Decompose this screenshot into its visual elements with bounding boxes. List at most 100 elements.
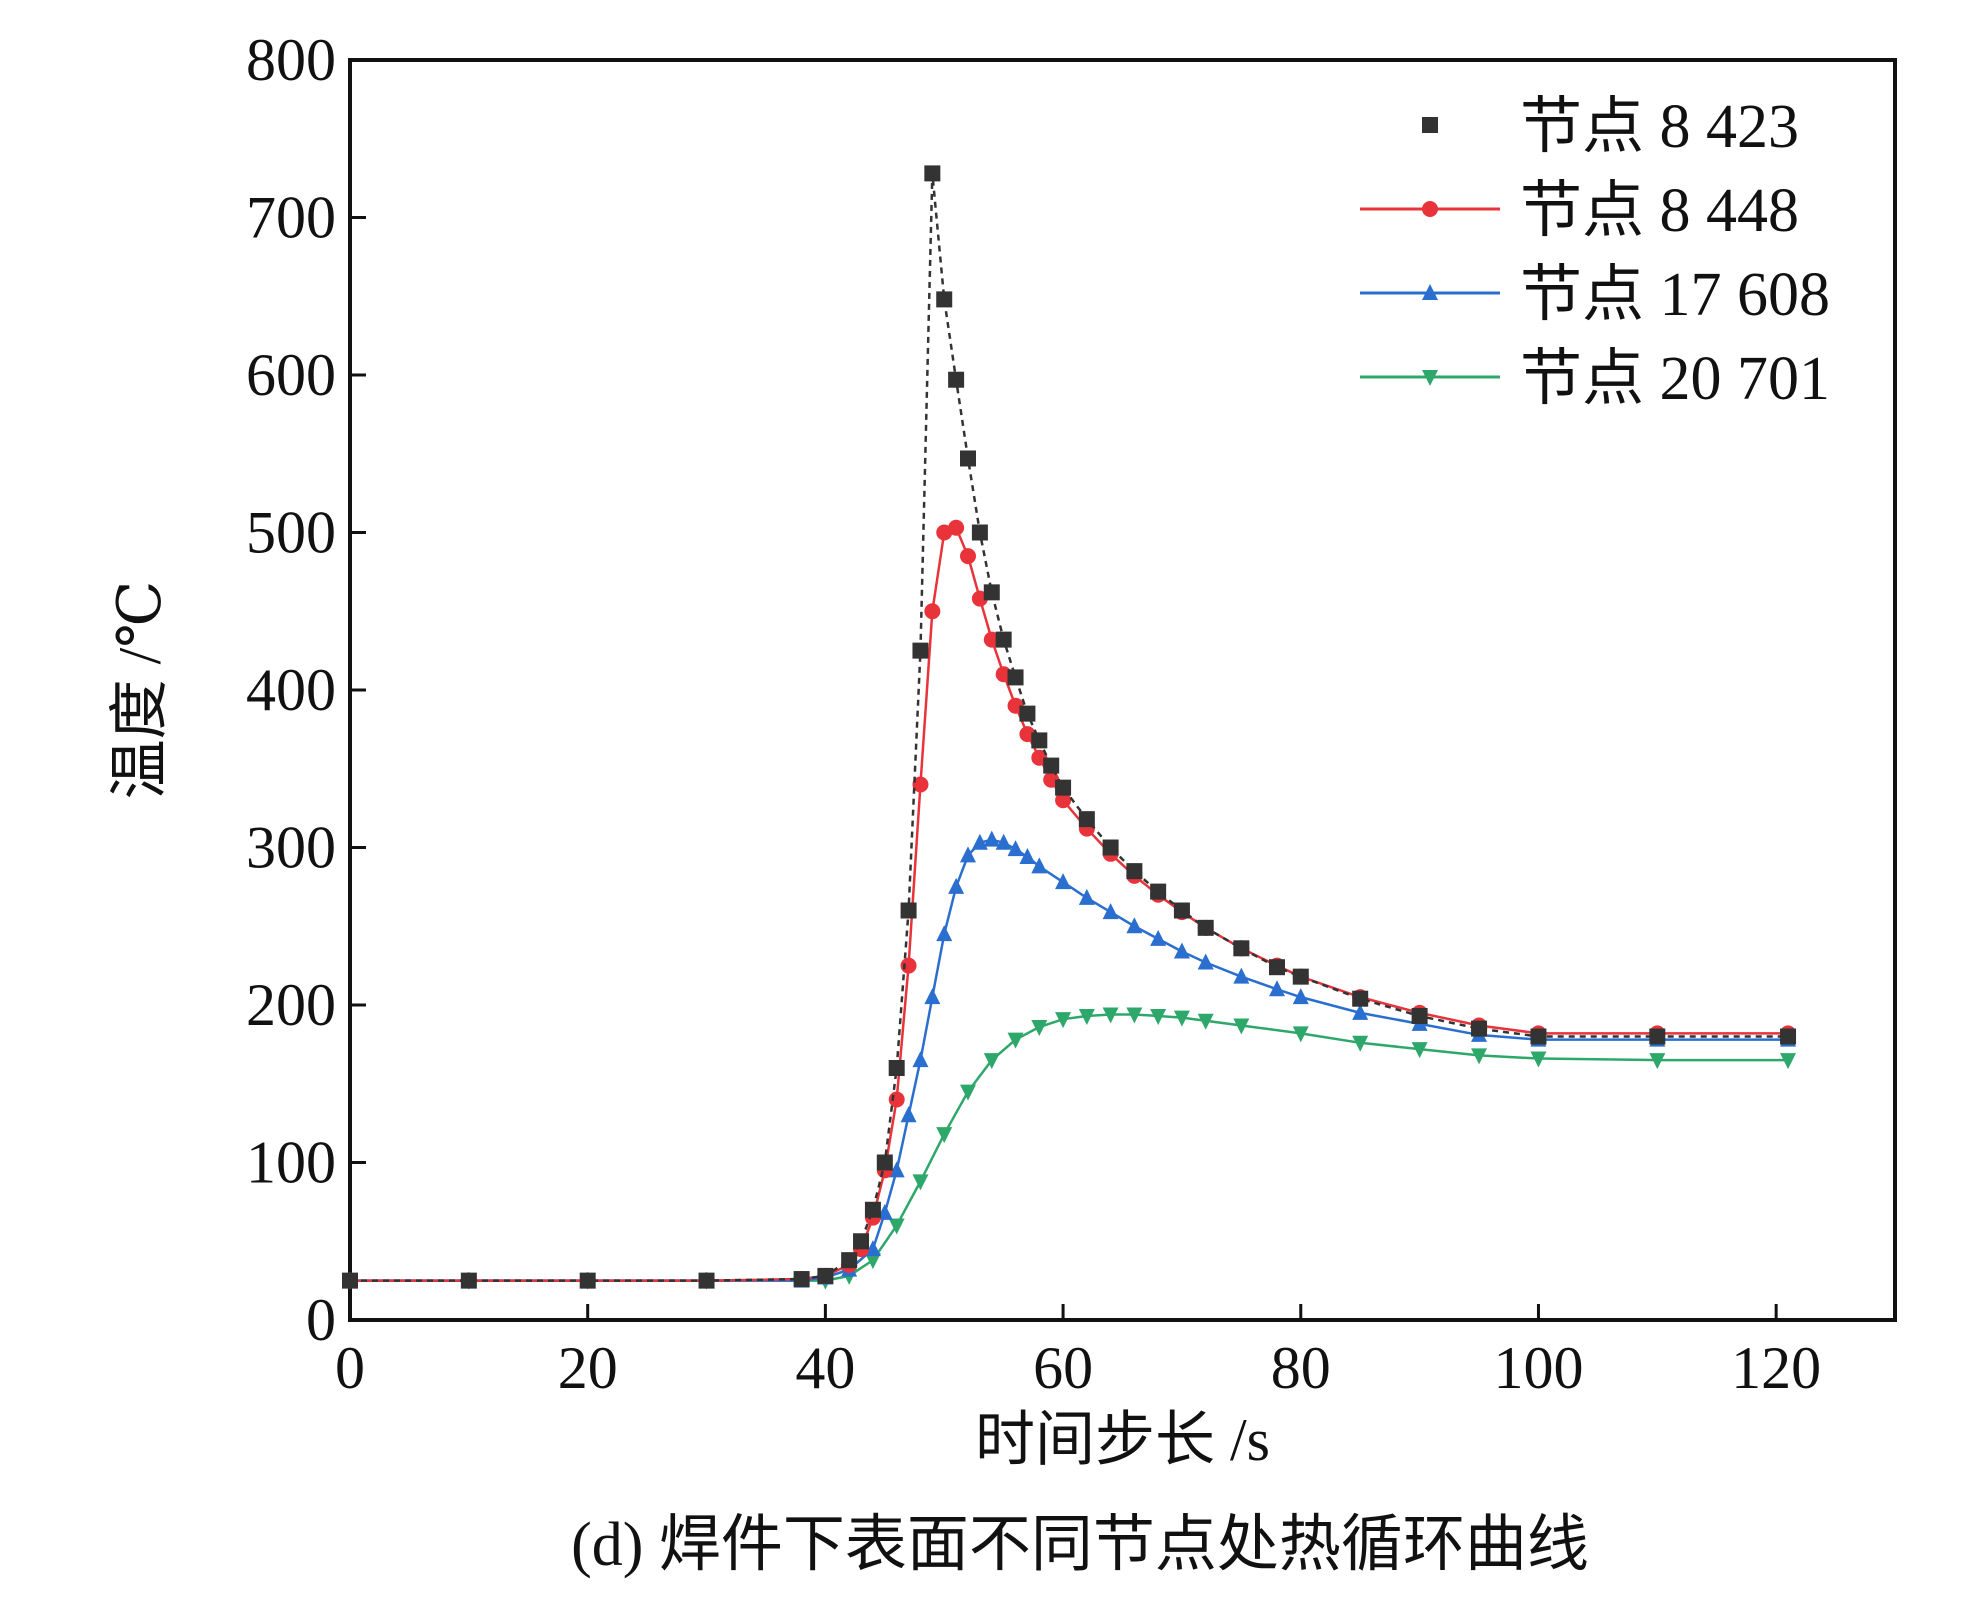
- data-point: [1173, 902, 1190, 919]
- data-point: [1126, 1007, 1143, 1024]
- data-point: [1352, 990, 1369, 1007]
- data-point: [853, 1233, 870, 1250]
- data-point: [1043, 757, 1060, 774]
- data-point: [1102, 1007, 1119, 1024]
- data-point: [1055, 779, 1072, 796]
- data-point: [888, 1161, 905, 1178]
- data-point: [900, 957, 917, 974]
- y-tick-label: 400: [246, 657, 336, 723]
- data-point: [912, 1174, 929, 1191]
- y-tick-label: 200: [246, 972, 336, 1038]
- data-point: [983, 830, 1000, 847]
- y-axis-title: 温度 /℃: [107, 581, 173, 800]
- data-point: [1102, 903, 1119, 920]
- data-point: [460, 1272, 477, 1289]
- series-layer: [342, 165, 1797, 1290]
- data-point: [1150, 929, 1167, 946]
- y-tick-label: 100: [246, 1130, 336, 1196]
- data-point: [1007, 669, 1024, 686]
- data-point: [1197, 953, 1214, 970]
- data-point: [1411, 1008, 1428, 1025]
- data-point: [1530, 1028, 1547, 1045]
- data-point: [1197, 1013, 1214, 1030]
- data-point: [1173, 1010, 1190, 1027]
- data-point: [1649, 1028, 1666, 1045]
- data-point: [793, 1271, 810, 1288]
- data-point: [1078, 811, 1095, 828]
- data-point: [995, 833, 1012, 850]
- data-point: [1292, 1026, 1309, 1043]
- data-point: [864, 1201, 881, 1218]
- legend: 节点 8 423 节点 8 448 节点 17 608 节点 20 701: [1360, 93, 1830, 413]
- data-point: [924, 165, 941, 182]
- data-point: [960, 846, 976, 863]
- data-point: [1150, 1009, 1167, 1026]
- data-point: [1269, 959, 1285, 976]
- data-point: [936, 291, 953, 308]
- legend-marker: [1422, 370, 1438, 386]
- data-point: [1078, 1009, 1095, 1026]
- data-point: [1292, 968, 1309, 985]
- data-point: [864, 1240, 881, 1257]
- data-point: [1126, 917, 1143, 934]
- figure-caption: (d) 焊件下表面不同节点处热循环曲线: [571, 1511, 1589, 1579]
- data-point: [912, 776, 929, 793]
- legend-label: 节点 8 423: [1520, 93, 1799, 161]
- data-point: [1007, 840, 1024, 857]
- data-point: [1269, 980, 1285, 997]
- x-tick-label: 80: [1271, 1335, 1331, 1401]
- data-point: [1055, 792, 1072, 809]
- legend-entry: 节点 8 448: [1360, 177, 1799, 245]
- data-point: [971, 524, 988, 541]
- data-point: [1780, 1053, 1797, 1070]
- data-point: [1649, 1053, 1666, 1070]
- data-point: [1530, 1051, 1547, 1068]
- series-line: [350, 526, 1789, 1282]
- data-point: [1031, 857, 1048, 874]
- legend-label: 节点 17 608: [1520, 261, 1830, 329]
- data-point: [1292, 988, 1309, 1005]
- data-point: [1471, 1020, 1488, 1037]
- data-point: [888, 1091, 905, 1108]
- data-point: [1055, 873, 1072, 890]
- data-point: [1471, 1048, 1488, 1065]
- legend-marker: [1422, 117, 1438, 133]
- x-tick-label: 20: [558, 1335, 618, 1401]
- legend-entry: 节点 17 608: [1360, 261, 1830, 329]
- data-point: [1233, 1018, 1250, 1035]
- series-4: [342, 1007, 1797, 1290]
- data-point: [888, 1218, 905, 1235]
- data-point: [900, 902, 917, 919]
- data-point: [912, 1051, 929, 1068]
- data-point: [1411, 1042, 1428, 1059]
- data-point: [1055, 1012, 1072, 1029]
- data-point: [864, 1253, 881, 1270]
- data-point: [924, 603, 941, 620]
- plot-frame: [348, 58, 1897, 1322]
- data-point: [960, 450, 976, 467]
- y-tick-label: 300: [246, 815, 336, 881]
- data-point: [995, 631, 1012, 648]
- series-line: [350, 173, 1789, 1282]
- y-tick-label: 0: [306, 1287, 336, 1353]
- data-point: [1780, 1028, 1797, 1045]
- data-point: [579, 1272, 596, 1289]
- data-point: [1031, 1020, 1048, 1037]
- data-point: [1233, 940, 1250, 957]
- data-point: [1150, 883, 1167, 900]
- legend-entry: 节点 20 701: [1360, 345, 1830, 413]
- data-point: [698, 1272, 715, 1289]
- data-point: [1031, 732, 1048, 749]
- data-point: [342, 1272, 358, 1289]
- data-point: [1102, 839, 1119, 856]
- data-point: [1233, 967, 1250, 984]
- y-tick-label: 600: [246, 342, 336, 408]
- data-point: [960, 548, 976, 565]
- legend-label: 节点 20 701: [1520, 345, 1830, 413]
- data-point: [817, 1267, 834, 1284]
- data-point: [971, 833, 988, 850]
- x-tick-label: 0: [335, 1335, 365, 1401]
- data-point: [948, 877, 965, 894]
- data-point: [948, 519, 965, 536]
